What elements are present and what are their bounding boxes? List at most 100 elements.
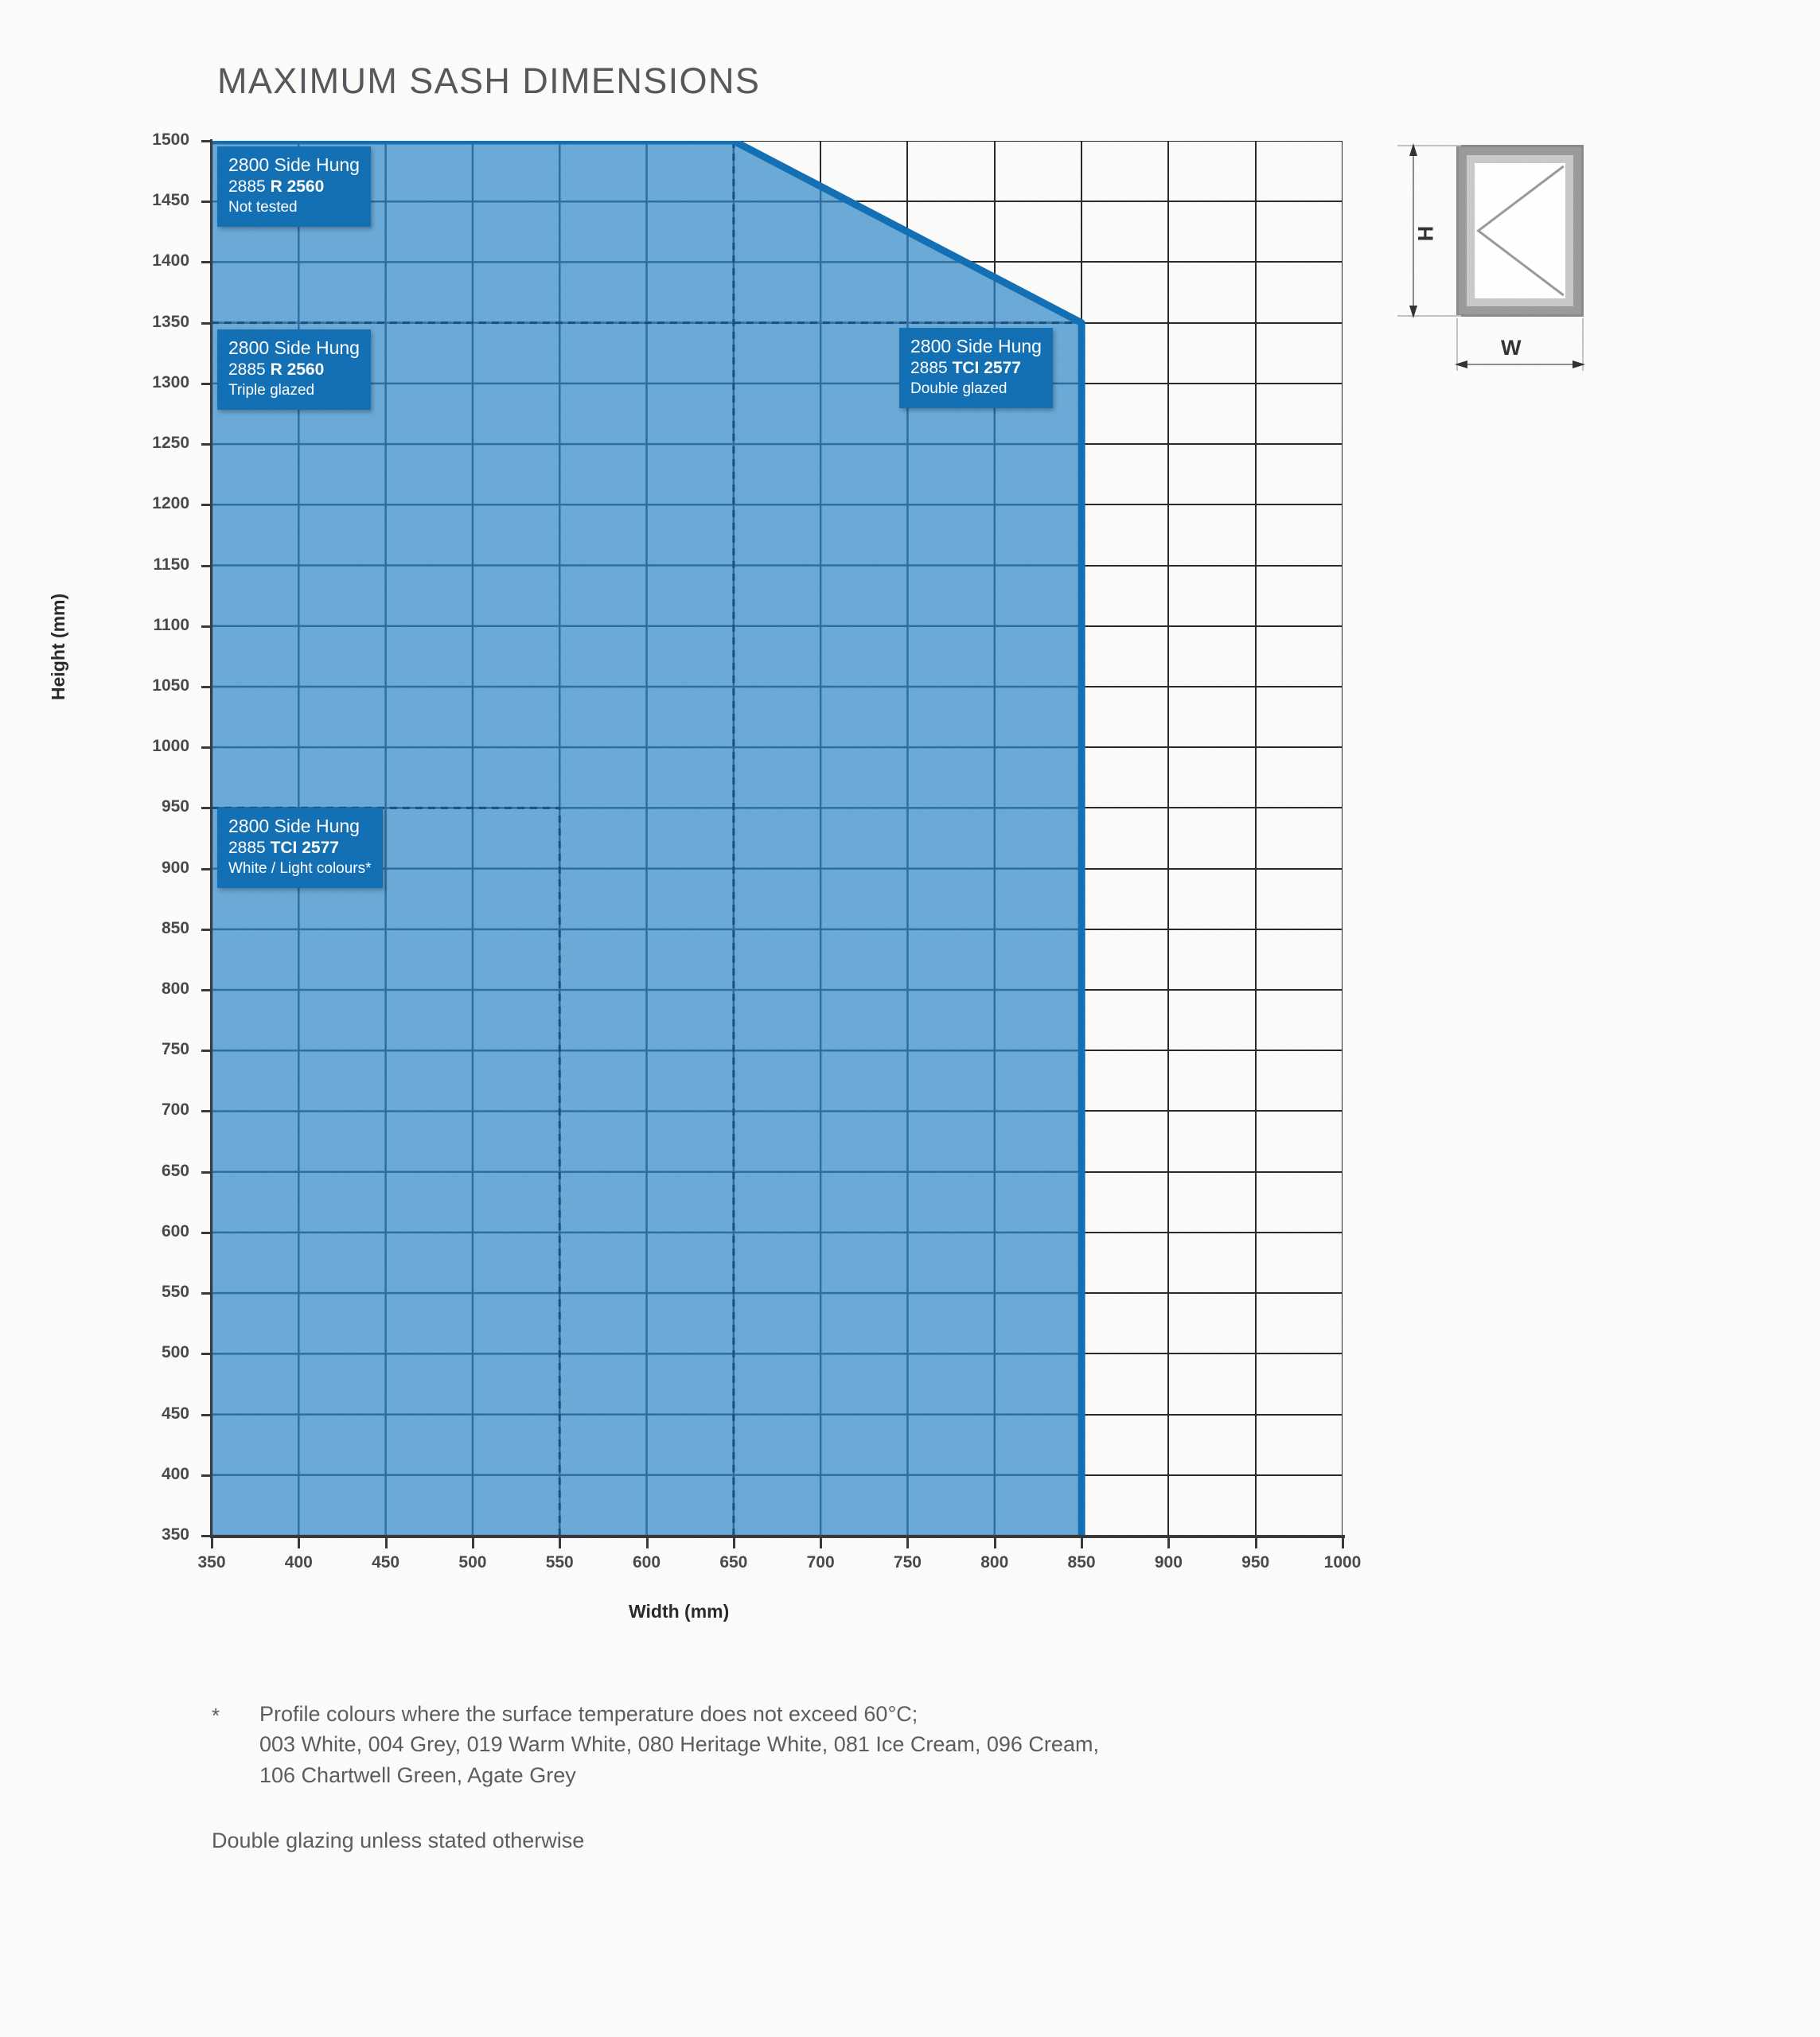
x-axis-tick [1342, 1538, 1344, 1548]
x-axis-tick [993, 1538, 996, 1548]
x-axis-tick-label: 450 [372, 1553, 400, 1572]
y-axis-tick-label: 550 [161, 1283, 189, 1302]
x-axis-tick [211, 1538, 213, 1548]
x-axis-tick [1254, 1538, 1257, 1548]
x-axis-tick [471, 1538, 474, 1548]
y-axis-tick [201, 1413, 212, 1416]
grid-line-horizontal [212, 1413, 1343, 1416]
window-diagram: H W [1345, 135, 1679, 406]
height-dimension-label: H [1413, 225, 1438, 242]
x-axis-tick [820, 1538, 823, 1548]
y-axis-tick-label: 950 [161, 797, 189, 816]
y-axis-tick [201, 321, 212, 325]
grid-line-horizontal [212, 504, 1343, 506]
x-axis-tick-label: 1000 [1323, 1553, 1362, 1572]
callout-code: 2885 TCI 2577 [228, 839, 339, 858]
y-axis-tick [201, 989, 212, 992]
grid-line-horizontal [212, 928, 1343, 930]
footnote-line-2: 003 White, 004 Grey, 019 Warm White, 080… [259, 1732, 1099, 1757]
callout-note: Double glazed [910, 380, 1007, 398]
y-axis-tick [201, 807, 212, 810]
y-axis-tick-label: 1050 [152, 676, 189, 695]
x-axis-tick-label: 950 [1241, 1553, 1270, 1572]
grid-line-vertical [1342, 141, 1343, 1536]
footnote-line-4: Double glazing unless stated otherwise [212, 1828, 585, 1852]
x-axis-tick-label: 750 [893, 1553, 922, 1572]
grid-line-horizontal [212, 564, 1343, 567]
x-axis-title: Width (mm) [629, 1601, 730, 1622]
x-axis-tick-label: 600 [633, 1553, 661, 1572]
y-axis-line [210, 139, 212, 1537]
x-axis-tick-label: 800 [980, 1553, 1009, 1572]
y-axis-tick-label: 850 [161, 918, 189, 937]
grid-line-horizontal [212, 443, 1343, 446]
x-axis-tick [298, 1538, 301, 1548]
callout-code: 2885 TCI 2577 [910, 359, 1021, 378]
grid-line-horizontal [212, 1474, 1343, 1476]
callout-code: 2885 R 2560 [228, 177, 325, 197]
y-axis-tick [201, 564, 212, 567]
grid-line-horizontal [212, 201, 1343, 203]
y-axis-tick-label: 450 [161, 1404, 189, 1423]
y-axis-tick-label: 500 [161, 1343, 189, 1362]
y-axis-tick [201, 1110, 212, 1113]
x-axis-tick-label: 700 [806, 1553, 835, 1572]
side-hung-opening-icon [1475, 163, 1565, 298]
grid-line-horizontal [212, 1292, 1343, 1295]
window-frame-outer [1456, 145, 1584, 317]
x-axis-tick [906, 1538, 910, 1548]
callout-code: 2885 R 2560 [228, 360, 325, 380]
x-axis-line [210, 1535, 1345, 1538]
y-axis-tick-label: 650 [161, 1161, 189, 1180]
w-ext-left [1456, 318, 1458, 371]
callout-title: 2800 Side Hung [910, 336, 1042, 356]
window-glass [1475, 163, 1565, 298]
x-axis-tick-label: 850 [1067, 1553, 1096, 1572]
grid-line-vertical [1254, 141, 1257, 1536]
grid-line-horizontal [212, 321, 1343, 324]
grid-line-vertical [384, 141, 387, 1536]
grid-line-horizontal [212, 261, 1343, 263]
w-ext-right [1582, 318, 1584, 371]
y-axis-tick [201, 443, 212, 446]
y-axis-tick-label: 350 [161, 1525, 189, 1544]
grid-line-vertical [732, 141, 735, 1536]
footnote-line-1: Profile colours where the surface temper… [259, 1702, 918, 1726]
callout-not-tested: 2800 Side Hung 2885 R 2560 Not tested [217, 146, 371, 227]
y-axis-tick-label: 400 [161, 1464, 189, 1483]
footnote-line-3: 106 Chartwell Green, Agate Grey [259, 1762, 576, 1787]
y-axis-tick-label: 1500 [152, 130, 189, 149]
y-axis-tick [201, 382, 212, 385]
grid-line-horizontal [212, 1110, 1343, 1112]
x-axis-tick-label: 900 [1154, 1553, 1183, 1572]
y-axis-tick-label: 1150 [153, 555, 189, 574]
callout-title: 2800 Side Hung [228, 154, 360, 175]
y-axis-tick-label: 900 [161, 858, 189, 877]
x-axis-tick [645, 1538, 649, 1548]
footnotes: * Profile colours where the surface temp… [212, 1699, 1405, 1853]
y-axis-tick-label: 1300 [152, 372, 189, 391]
callout-triple-glazed: 2800 Side Hung 2885 R 2560 Triple glazed [217, 329, 371, 410]
callout-title: 2800 Side Hung [228, 816, 360, 836]
x-axis-tick [732, 1538, 735, 1548]
y-axis-tick [201, 1535, 212, 1537]
grid-line-vertical [471, 141, 474, 1536]
y-axis-tick-label: 1400 [152, 251, 189, 271]
grid-line-horizontal [212, 989, 1343, 991]
y-axis-tick [201, 867, 212, 870]
grid-line-vertical [1081, 141, 1083, 1536]
y-axis-tick [201, 140, 212, 142]
y-axis-tick [201, 1474, 212, 1477]
callout-double-glazed: 2800 Side Hung 2885 TCI 2577 Double glaz… [899, 328, 1053, 408]
y-axis-tick [201, 504, 212, 507]
grid-line-horizontal [212, 141, 1343, 142]
grid-line-horizontal [212, 685, 1343, 687]
y-axis-tick-label: 1350 [152, 312, 189, 331]
x-axis-tick [559, 1538, 562, 1548]
grid-line-horizontal [212, 382, 1343, 384]
y-axis-tick [201, 201, 212, 204]
y-axis-tick [201, 1292, 212, 1295]
callout-note: Triple glazed [228, 382, 315, 399]
y-axis-tick [201, 1170, 212, 1174]
y-axis-tick-label: 1250 [152, 434, 189, 453]
